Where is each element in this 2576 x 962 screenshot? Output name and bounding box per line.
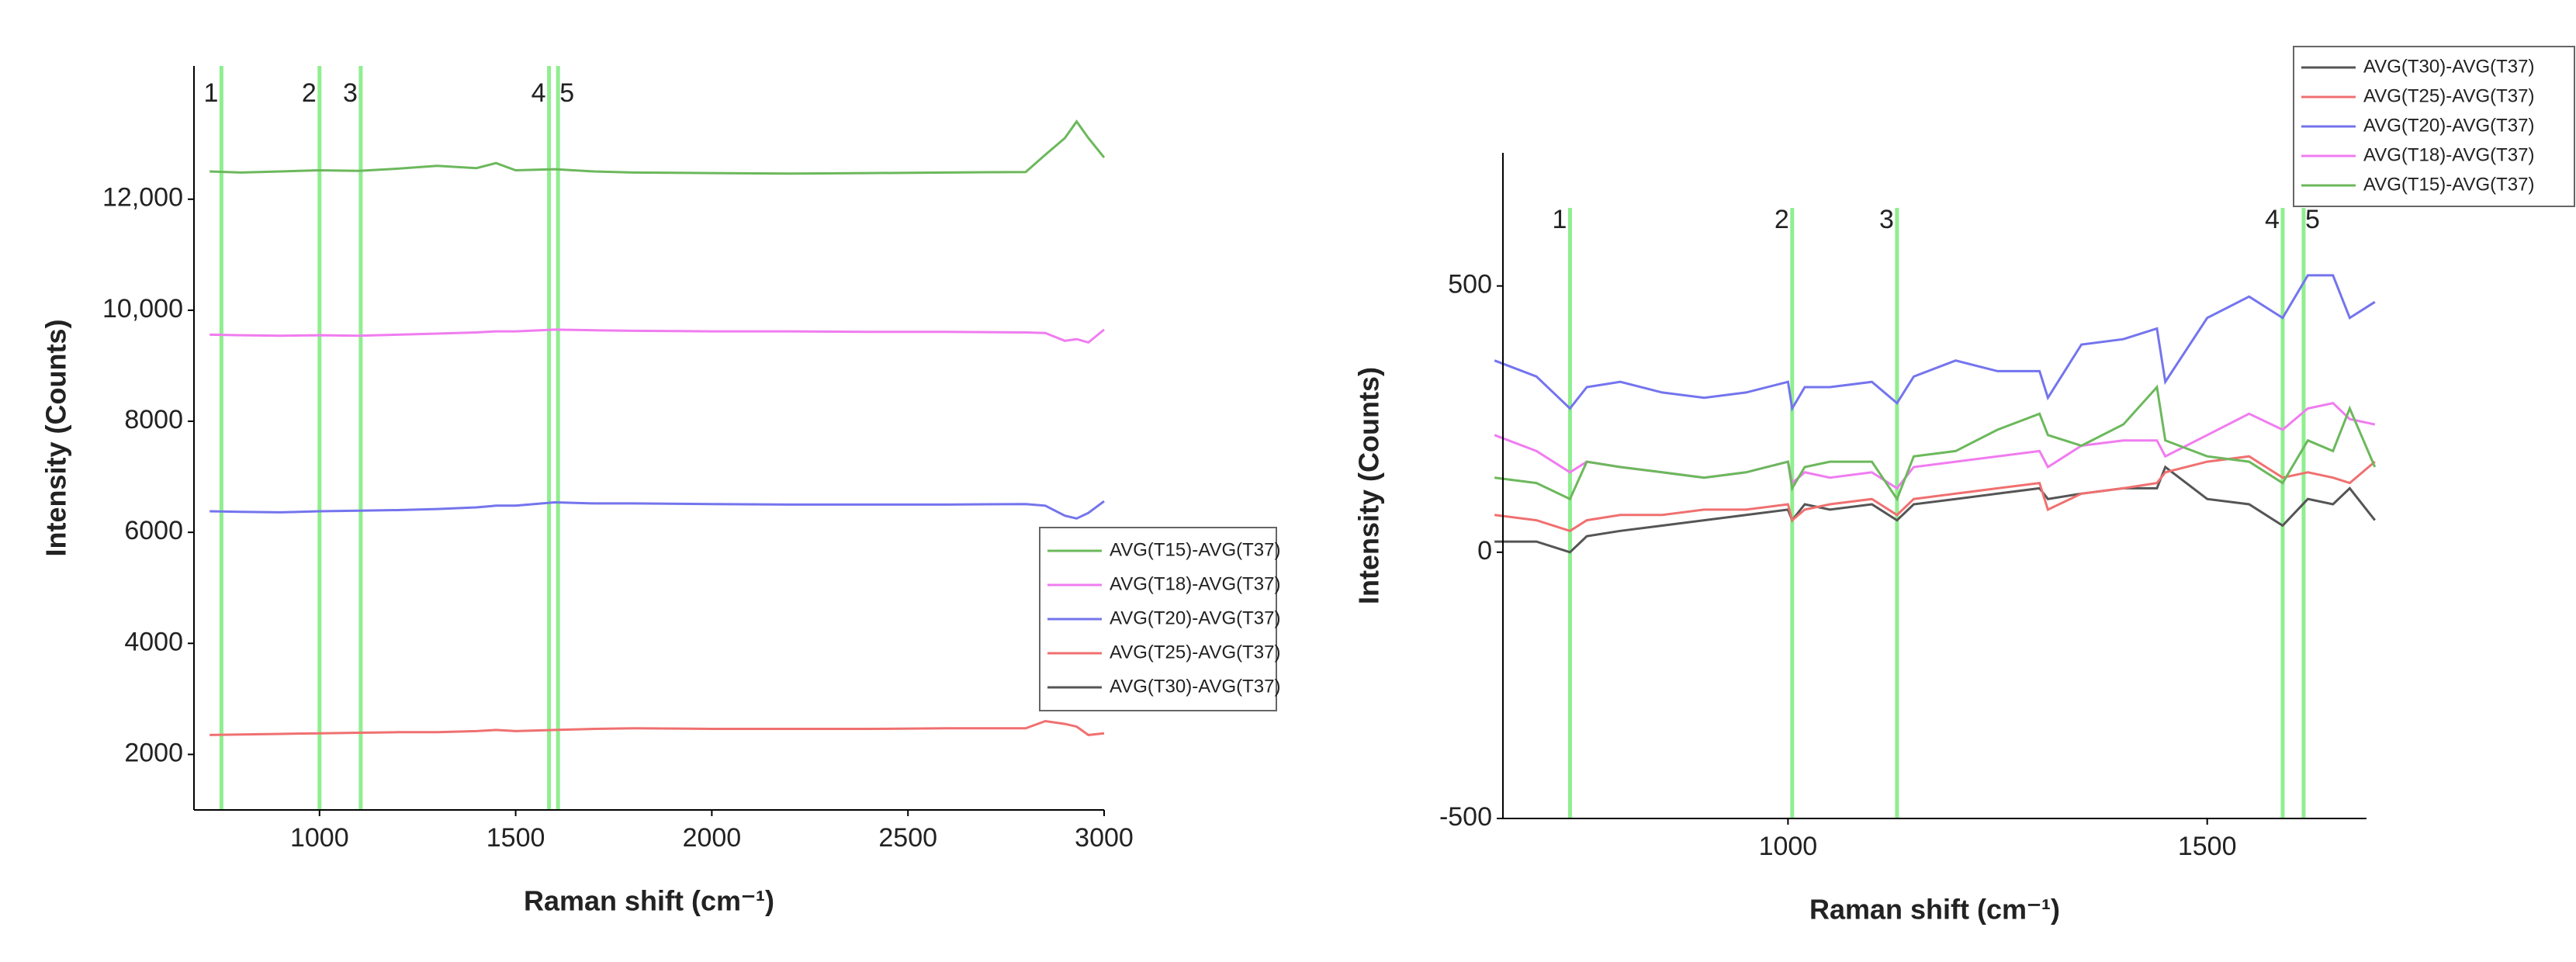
y-tick-label: 12,000 [102,183,183,213]
y-tick-label: 0 [1477,536,1492,566]
marker-label: 5 [559,78,574,108]
legend-label: AVG(T25)-AVG(T37) [2363,85,2534,106]
marker-label: 4 [531,78,546,108]
series-line [209,119,1106,175]
y-tick-label: 8000 [124,405,183,434]
series-line [1494,455,2376,532]
series-line [1494,274,2376,412]
marker-label: 3 [343,78,358,108]
marker-label: 2 [302,78,317,108]
marker-label: 2 [1774,205,1789,234]
y-tick-label: 500 [1448,270,1492,299]
legend-label: AVG(T20)-AVG(T37) [1110,607,1280,628]
x-tick-label: 1500 [486,823,545,853]
marker-label: 5 [2305,205,2320,234]
marker-label: 4 [2265,205,2280,234]
legend-label: AVG(T30)-AVG(T37) [2363,56,2534,77]
y-axis-title: Intensity (Counts) [40,320,72,557]
marker-label: 1 [203,78,218,108]
x-tick-label: 1000 [1759,832,1818,861]
x-tick-label: 1000 [290,823,349,853]
series-line [1494,384,2377,502]
series-line [1494,401,2376,490]
series-line [209,719,1105,736]
x-axis-title: Raman shift (cm⁻¹) [1809,894,2060,926]
marker-label: 1 [1553,205,1567,234]
y-tick-label: 10,000 [102,294,183,324]
x-tick-label: 1500 [2178,832,2237,861]
y-tick-label: 4000 [124,627,183,656]
legend-label: AVG(T15)-AVG(T37) [1110,539,1280,560]
chart: 1 2 3 4 5 2000 4000 6000 8000 10,000 12,000 1000 150… [40,66,1280,917]
y-tick-label: -500 [1439,802,1492,832]
y-tick-label: 2000 [124,738,183,767]
legend-box [1039,527,1277,711]
series-line [1494,465,2376,554]
legend-label: AVG(T30)-AVG(T37) [1110,676,1280,697]
legend-label: AVG(T25)-AVG(T37) [1110,642,1280,663]
x-axis-title: Raman shift (cm⁻¹) [524,885,774,917]
series-line [209,328,1105,344]
x-tick-label: 2500 [878,823,937,853]
legend-label: AVG(T18)-AVG(T37) [2363,144,2534,165]
x-tick-label: 2000 [683,823,742,853]
y-axis-title: Intensity (Counts) [1353,367,1385,604]
legend-label: AVG(T18)-AVG(T37) [1110,573,1280,594]
x-tick-label: 3000 [1075,823,1134,853]
chart: 1 2 3 4 5 -500 0 500 1000 1500 Raman shift (cm⁻¹) I… [1353,46,2575,926]
y-tick-label: 6000 [124,516,183,545]
series-line [209,500,1105,520]
legend-label: AVG(T15)-AVG(T37) [2363,174,2534,195]
legend-label: AVG(T20)-AVG(T37) [2363,115,2534,136]
marker-label: 3 [1879,205,1894,234]
